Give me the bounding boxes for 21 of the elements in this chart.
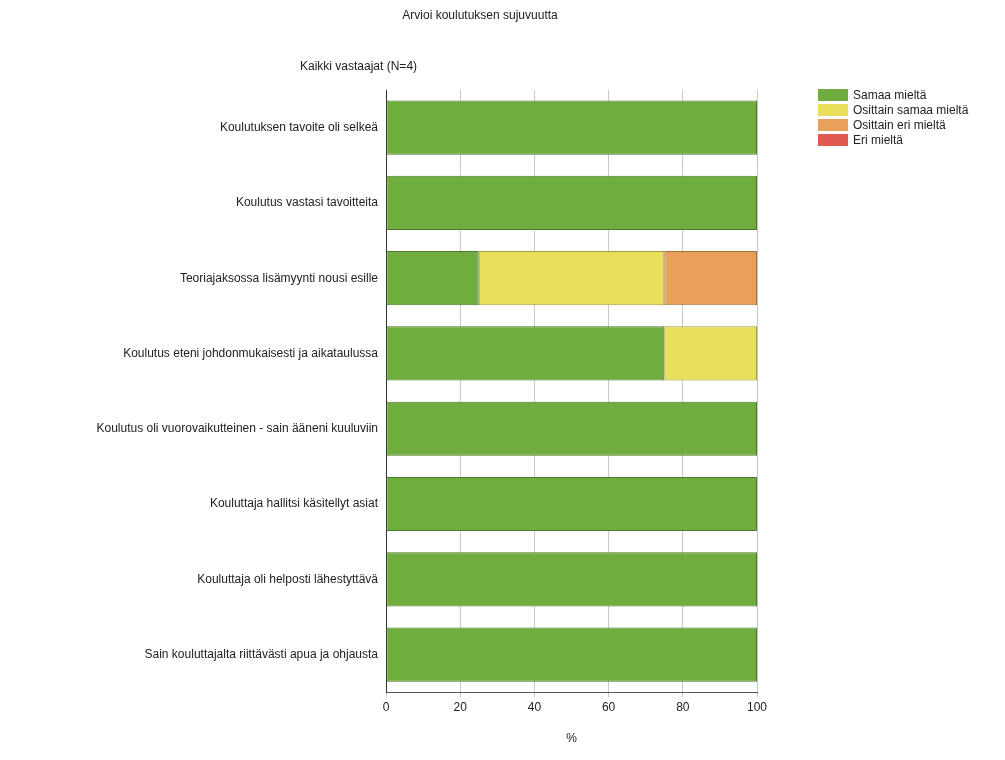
- y-tick-label: Kouluttaja oli helposti lähestyttävä: [197, 571, 379, 586]
- legend-label: Samaa mieltä: [853, 88, 927, 102]
- x-tick-label: 20: [453, 699, 468, 714]
- x-tick-label: 60: [601, 699, 616, 714]
- x-tick-label: 40: [527, 699, 542, 714]
- legend-label: Osittain eri mieltä: [853, 118, 946, 132]
- y-tick-label: Teoriajaksossa lisämyynti nousi esille: [179, 270, 379, 285]
- x-axis-title: %: [566, 731, 578, 746]
- x-tick-label: 0: [382, 699, 390, 714]
- legend-label: Eri mieltä: [853, 133, 904, 147]
- y-tick-label: Koulutus oli vuorovaikutteinen - sain ääneni kuuluviin: [96, 421, 378, 436]
- chart-title: Arvioi koulutuksen sujuvuutta: [402, 8, 559, 23]
- x-tick-label: 80: [676, 699, 690, 714]
- y-tick-label: Koulutus eteni johdonmukaisesti ja aikataulussa: [123, 345, 379, 360]
- y-tick-label: Koulutuksen tavoite oli selkeä: [219, 119, 379, 134]
- x-tick-label: 100: [746, 699, 768, 714]
- y-tick-label: Koulutus vastasi tavoitteita: [235, 195, 379, 210]
- legend-label: Osittain samaa mieltä: [853, 103, 969, 117]
- y-tick-label: Sain kouluttajalta riittävästi apua ja ohjausta: [144, 646, 379, 661]
- chart-subtitle: Kaikki vastaajat (N=4): [300, 59, 418, 74]
- y-tick-label: Kouluttaja hallitsi käsitellyt asiat: [209, 496, 379, 511]
